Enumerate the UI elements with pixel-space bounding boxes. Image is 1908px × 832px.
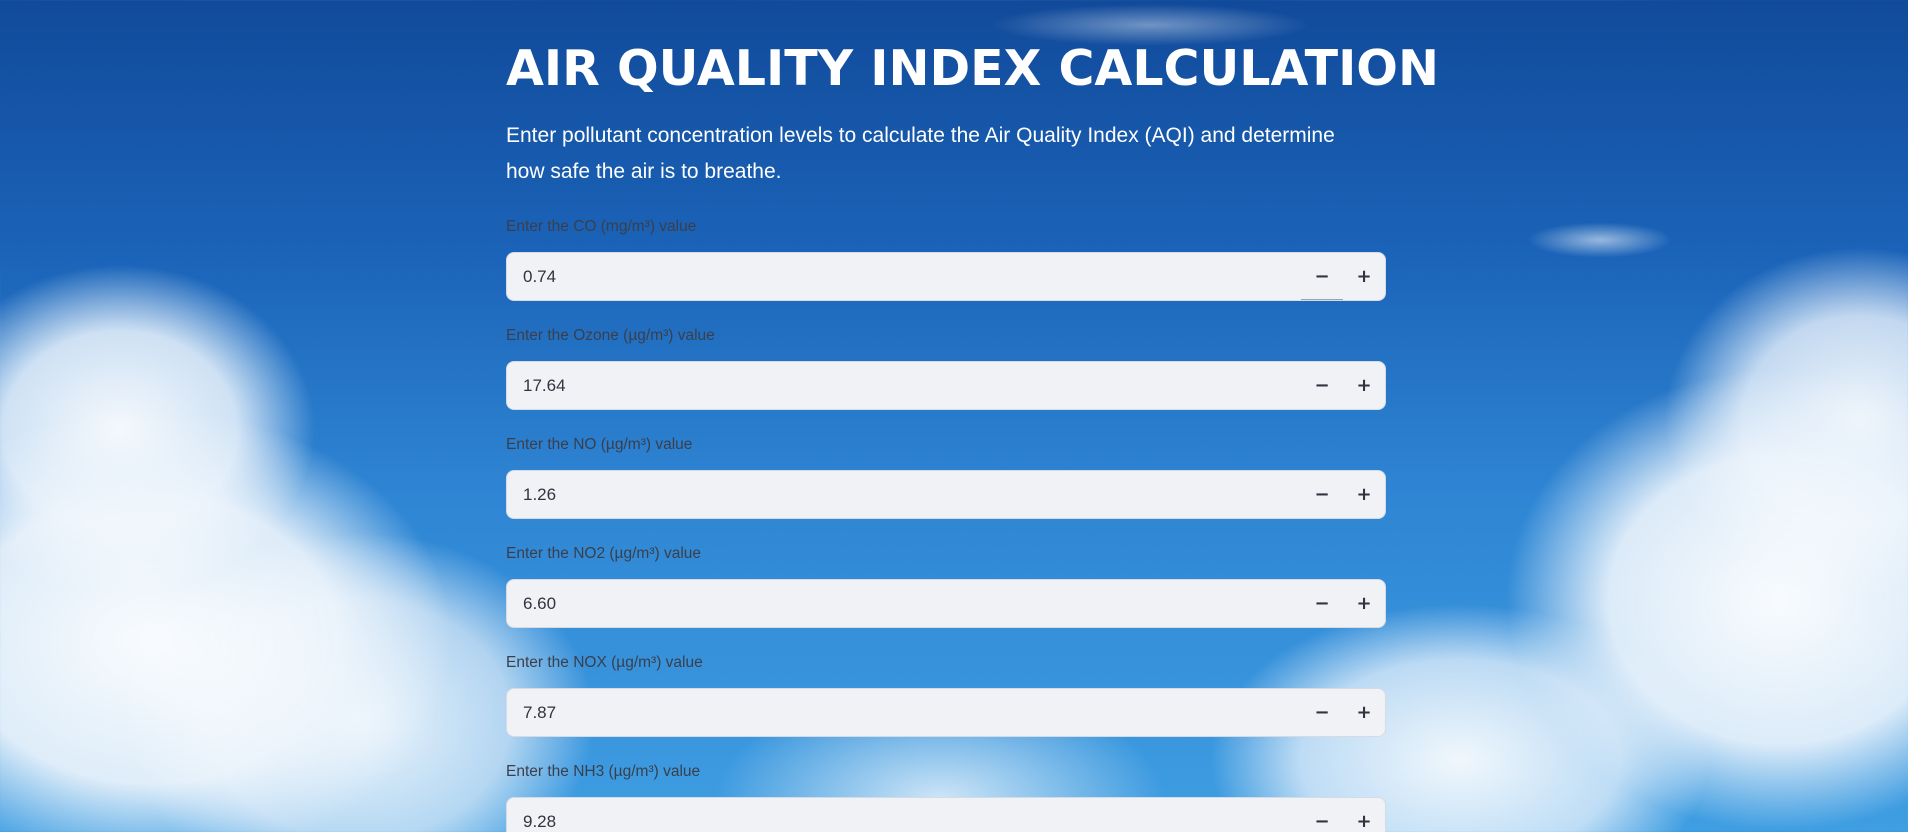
plus-icon: + xyxy=(1356,702,1372,723)
co-label: Enter the CO (mg/m³) value xyxy=(506,218,697,235)
nh3-input[interactable] xyxy=(507,798,1287,832)
no2-increment-button[interactable]: + xyxy=(1343,580,1385,627)
page-title: AIR QUALITY INDEX CALCULATION xyxy=(506,40,1439,97)
plus-icon: + xyxy=(1356,266,1372,287)
nox-decrement-button[interactable]: − xyxy=(1301,689,1343,736)
no2-decrement-button[interactable]: − xyxy=(1301,580,1343,627)
no2-input-box: − + xyxy=(506,579,1386,628)
ozone-decrement-button[interactable]: − xyxy=(1301,362,1343,409)
nox-input[interactable] xyxy=(507,689,1287,736)
nh3-field: Enter the NH3 (µg/m³) value − + xyxy=(506,761,1386,832)
nox-input-box: − + xyxy=(506,688,1386,737)
no-field: Enter the NO (µg/m³) value − + xyxy=(506,434,1386,519)
ozone-input-box: − + xyxy=(506,361,1386,410)
ozone-field: Enter the Ozone (µg/m³) value − + xyxy=(506,325,1386,410)
minus-icon: − xyxy=(1314,811,1330,832)
nh3-increment-button[interactable]: + xyxy=(1343,798,1385,832)
minus-icon: − xyxy=(1314,484,1330,505)
no2-input[interactable] xyxy=(507,580,1287,627)
ozone-increment-button[interactable]: + xyxy=(1343,362,1385,409)
no-input-box: − + xyxy=(506,470,1386,519)
ozone-input[interactable] xyxy=(507,362,1287,409)
no-label: Enter the NO (µg/m³) value xyxy=(506,436,693,453)
co-increment-button[interactable]: + xyxy=(1343,253,1385,300)
minus-icon: − xyxy=(1314,266,1330,287)
minus-icon: − xyxy=(1314,375,1330,396)
no-decrement-button[interactable]: − xyxy=(1301,471,1343,518)
plus-icon: + xyxy=(1356,811,1372,832)
co-decrement-button[interactable]: − xyxy=(1301,253,1343,300)
plus-icon: + xyxy=(1356,593,1372,614)
no-input[interactable] xyxy=(507,471,1287,518)
co-input-box: − + xyxy=(506,252,1386,301)
nox-label: Enter the NOX (µg/m³) value xyxy=(506,654,703,671)
minus-icon: − xyxy=(1314,702,1330,723)
nh3-input-box: − + xyxy=(506,797,1386,832)
co-field: Enter the CO (mg/m³) value − + xyxy=(506,216,1386,301)
nh3-decrement-button[interactable]: − xyxy=(1301,798,1343,832)
plus-icon: + xyxy=(1356,375,1372,396)
no2-field: Enter the NO2 (µg/m³) value − + xyxy=(506,543,1386,628)
page-subtitle: Enter pollutant concentration levels to … xyxy=(506,124,1335,183)
no2-label: Enter the NO2 (µg/m³) value xyxy=(506,545,701,562)
no-increment-button[interactable]: + xyxy=(1343,471,1385,518)
nox-field: Enter the NOX (µg/m³) value − + xyxy=(506,652,1386,737)
minus-icon: − xyxy=(1314,593,1330,614)
co-input[interactable] xyxy=(507,253,1287,300)
ozone-label: Enter the Ozone (µg/m³) value xyxy=(506,327,715,344)
nh3-label: Enter the NH3 (µg/m³) value xyxy=(506,763,701,780)
main-container: AIR QUALITY INDEX CALCULATION Enter poll… xyxy=(506,38,1439,832)
nox-increment-button[interactable]: + xyxy=(1343,689,1385,736)
plus-icon: + xyxy=(1356,484,1372,505)
